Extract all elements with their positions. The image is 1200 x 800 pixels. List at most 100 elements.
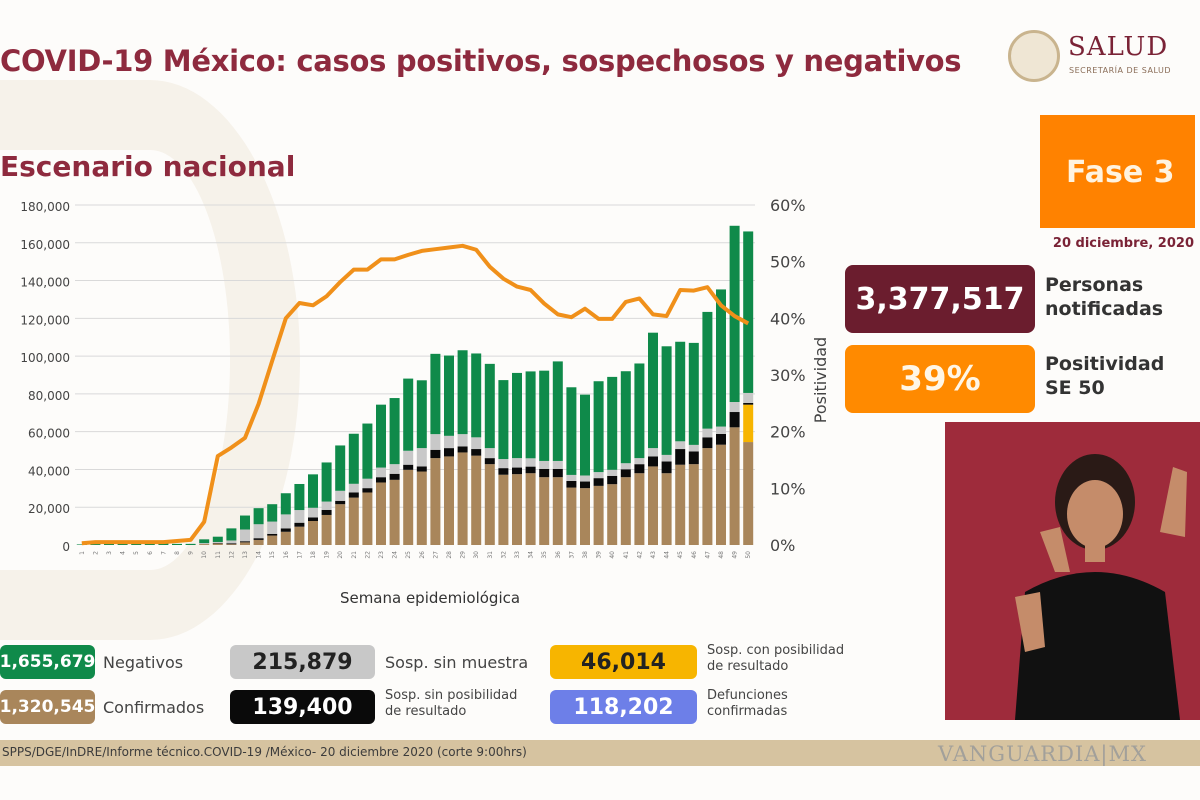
bar-segment-sosp-sin-posibilidad-de-resultado (430, 449, 441, 459)
x-tick-label: 39 (596, 551, 603, 559)
bar-segment-confirmados (403, 469, 414, 545)
bar-segment-sosp-sin-muestra (444, 435, 454, 449)
bar-segment-negativos (280, 493, 291, 515)
bar-segment-sosp-sin-posibilidad-de-resultado (661, 461, 672, 474)
bar-segment-sosp-sin-muestra (376, 467, 386, 478)
x-tick-label: 29 (460, 551, 467, 559)
x-tick-label: 32 (500, 551, 507, 559)
positividad-line (81, 243, 750, 546)
bar-segment-sosp-sin-posibilidad-de-resultado (539, 468, 550, 478)
x-tick-label: 16 (283, 551, 290, 559)
bar-segment-sosp-sin-posibilidad-de-resultado (308, 517, 318, 522)
bar-segment-confirmados (552, 477, 563, 545)
legend-label-line: confirmadas (707, 704, 788, 719)
bar-segment-confirmados (593, 485, 604, 545)
bar-segment-sosp-sin-muestra (335, 490, 346, 501)
bar-segment-confirmados (389, 479, 400, 545)
bar-segment-sosp-sin-muestra (403, 450, 414, 465)
bar-segment-sosp-sin-muestra (253, 524, 264, 539)
bar-segment-negativos (321, 462, 332, 502)
bar-segment-sosp-sin-posibilidad-de-resultado (743, 402, 754, 405)
report-date: 20 diciembre, 2020 (1052, 236, 1194, 251)
x-tick-label: 10 (201, 551, 208, 559)
x-tick-label: 5 (133, 551, 140, 555)
y-tick-label: 180,000 (20, 200, 70, 214)
bar-segment-sosp-sin-muestra (212, 541, 223, 544)
bar-segment-negativos (416, 380, 427, 449)
bar-segment-confirmados (348, 497, 359, 545)
bar-segment-confirmados (688, 464, 699, 545)
bar-segment-sosp-sin-posibilidad-de-resultado (607, 475, 618, 485)
bar-segment-sosp-sin-muestra (457, 434, 468, 447)
bar-segment-confirmados (362, 492, 373, 545)
bar-segment-confirmados (634, 473, 645, 545)
legend-label-line: de resultado (707, 659, 789, 674)
bar-segment-negativos (593, 381, 604, 473)
bar-segment-confirmados (267, 535, 278, 545)
bar-segment-sosp-sin-muestra (498, 459, 509, 469)
bar-segment-negativos (335, 445, 346, 491)
x-tick-label: 23 (378, 551, 385, 559)
bar-segment-sosp-sin-posibilidad-de-resultado (240, 541, 250, 543)
bar-segment-sosp-sin-muestra (308, 507, 318, 518)
bar-segment-sosp-sin-posibilidad-de-resultado (226, 543, 237, 545)
y2-tick-label: 30% (770, 366, 806, 385)
bar-segment-sosp-sin-posibilidad-de-resultado (403, 464, 414, 470)
page-title: COVID-19 México: casos positivos, sospec… (0, 44, 962, 78)
bar-segment-negativos (512, 372, 522, 459)
bar-segment-sosp-sin-posibilidad-de-resultado (675, 449, 686, 465)
bar-segment-sosp-sin-muestra (199, 543, 210, 545)
bar-segment-negativos (226, 528, 237, 541)
y-tick-label: 60,000 (28, 427, 70, 441)
bar-segment-confirmados (512, 474, 522, 545)
x-tick-label: 2 (92, 551, 99, 555)
bar-segment-sosp-sin-posibilidad-de-resultado (512, 467, 522, 475)
bar-segment-sosp-sin-muestra (484, 448, 495, 459)
bar-segment-sosp-sin-posibilidad-de-resultado (280, 528, 291, 532)
bar-segment-negativos (403, 378, 414, 451)
bar-segment-negativos (688, 342, 699, 445)
bar-segment-negativos (294, 483, 305, 511)
bar-segment-confirmados (212, 543, 223, 545)
bar-segment-negativos (444, 355, 454, 436)
legend-label-line: Defunciones (707, 688, 788, 703)
bar-segment-confirmados (253, 539, 264, 545)
bar-segment-sosp-sin-muestra (634, 458, 645, 465)
x-tick-label: 42 (636, 551, 643, 559)
y2-axis-label: Positividad (811, 337, 830, 423)
y2-tick-label: 60% (770, 196, 806, 215)
bar-segment-negativos (362, 423, 373, 479)
legend-sin-posibilidad-value: 139,400 (230, 690, 375, 724)
x-tick-label: 43 (650, 551, 657, 559)
x-tick-label: 12 (228, 551, 235, 559)
legend-negativos-value: 1,655,679 (0, 645, 95, 679)
x-tick-label: 45 (677, 551, 684, 559)
bar-segment-negativos (539, 370, 550, 461)
x-tick-label: 33 (514, 551, 521, 559)
bar-segment-sosp-sin-muestra (580, 475, 590, 482)
bar-segment-sosp-sin-posibilidad-de-resultado (294, 522, 305, 527)
bar-segment-sosp-sin-muestra (566, 474, 577, 481)
legend-sin-muestra-label: Sosp. sin muestra (385, 653, 529, 672)
bar-segment-sosp-sin-posibilidad-de-resultado (362, 488, 373, 493)
interpreter-figure (1015, 454, 1187, 720)
bar-segment-confirmados (240, 542, 250, 545)
kpi-notified-value: 3,377,517 (845, 265, 1035, 333)
x-tick-label: 19 (324, 551, 331, 559)
y-tick-label: 100,000 (20, 351, 70, 365)
bar-segment-confirmados (457, 452, 468, 545)
bar-segment-confirmados (607, 484, 618, 545)
bar-segment-sosp-sin-posibilidad-de-resultado (484, 458, 495, 465)
x-tick-label: 24 (392, 551, 399, 559)
bar-segment-negativos (199, 539, 210, 544)
bar-segment-confirmados (484, 464, 495, 545)
bar-segment-sosp-sin-muestra (539, 460, 550, 469)
page-subtitle: Escenario nacional (0, 150, 296, 183)
x-tick-label: 6 (147, 551, 154, 555)
x-tick-label: 28 (446, 551, 453, 559)
bar-segment-sosp-sin-posibilidad-de-resultado (416, 466, 427, 472)
bar-segment-negativos (580, 394, 590, 476)
salud-logo-subtext: SECRETARÍA DE SALUD (1069, 66, 1172, 75)
bar-segment-negativos (76, 544, 87, 545)
bar-segment-sosp-sin-posibilidad-de-resultado (702, 437, 713, 449)
